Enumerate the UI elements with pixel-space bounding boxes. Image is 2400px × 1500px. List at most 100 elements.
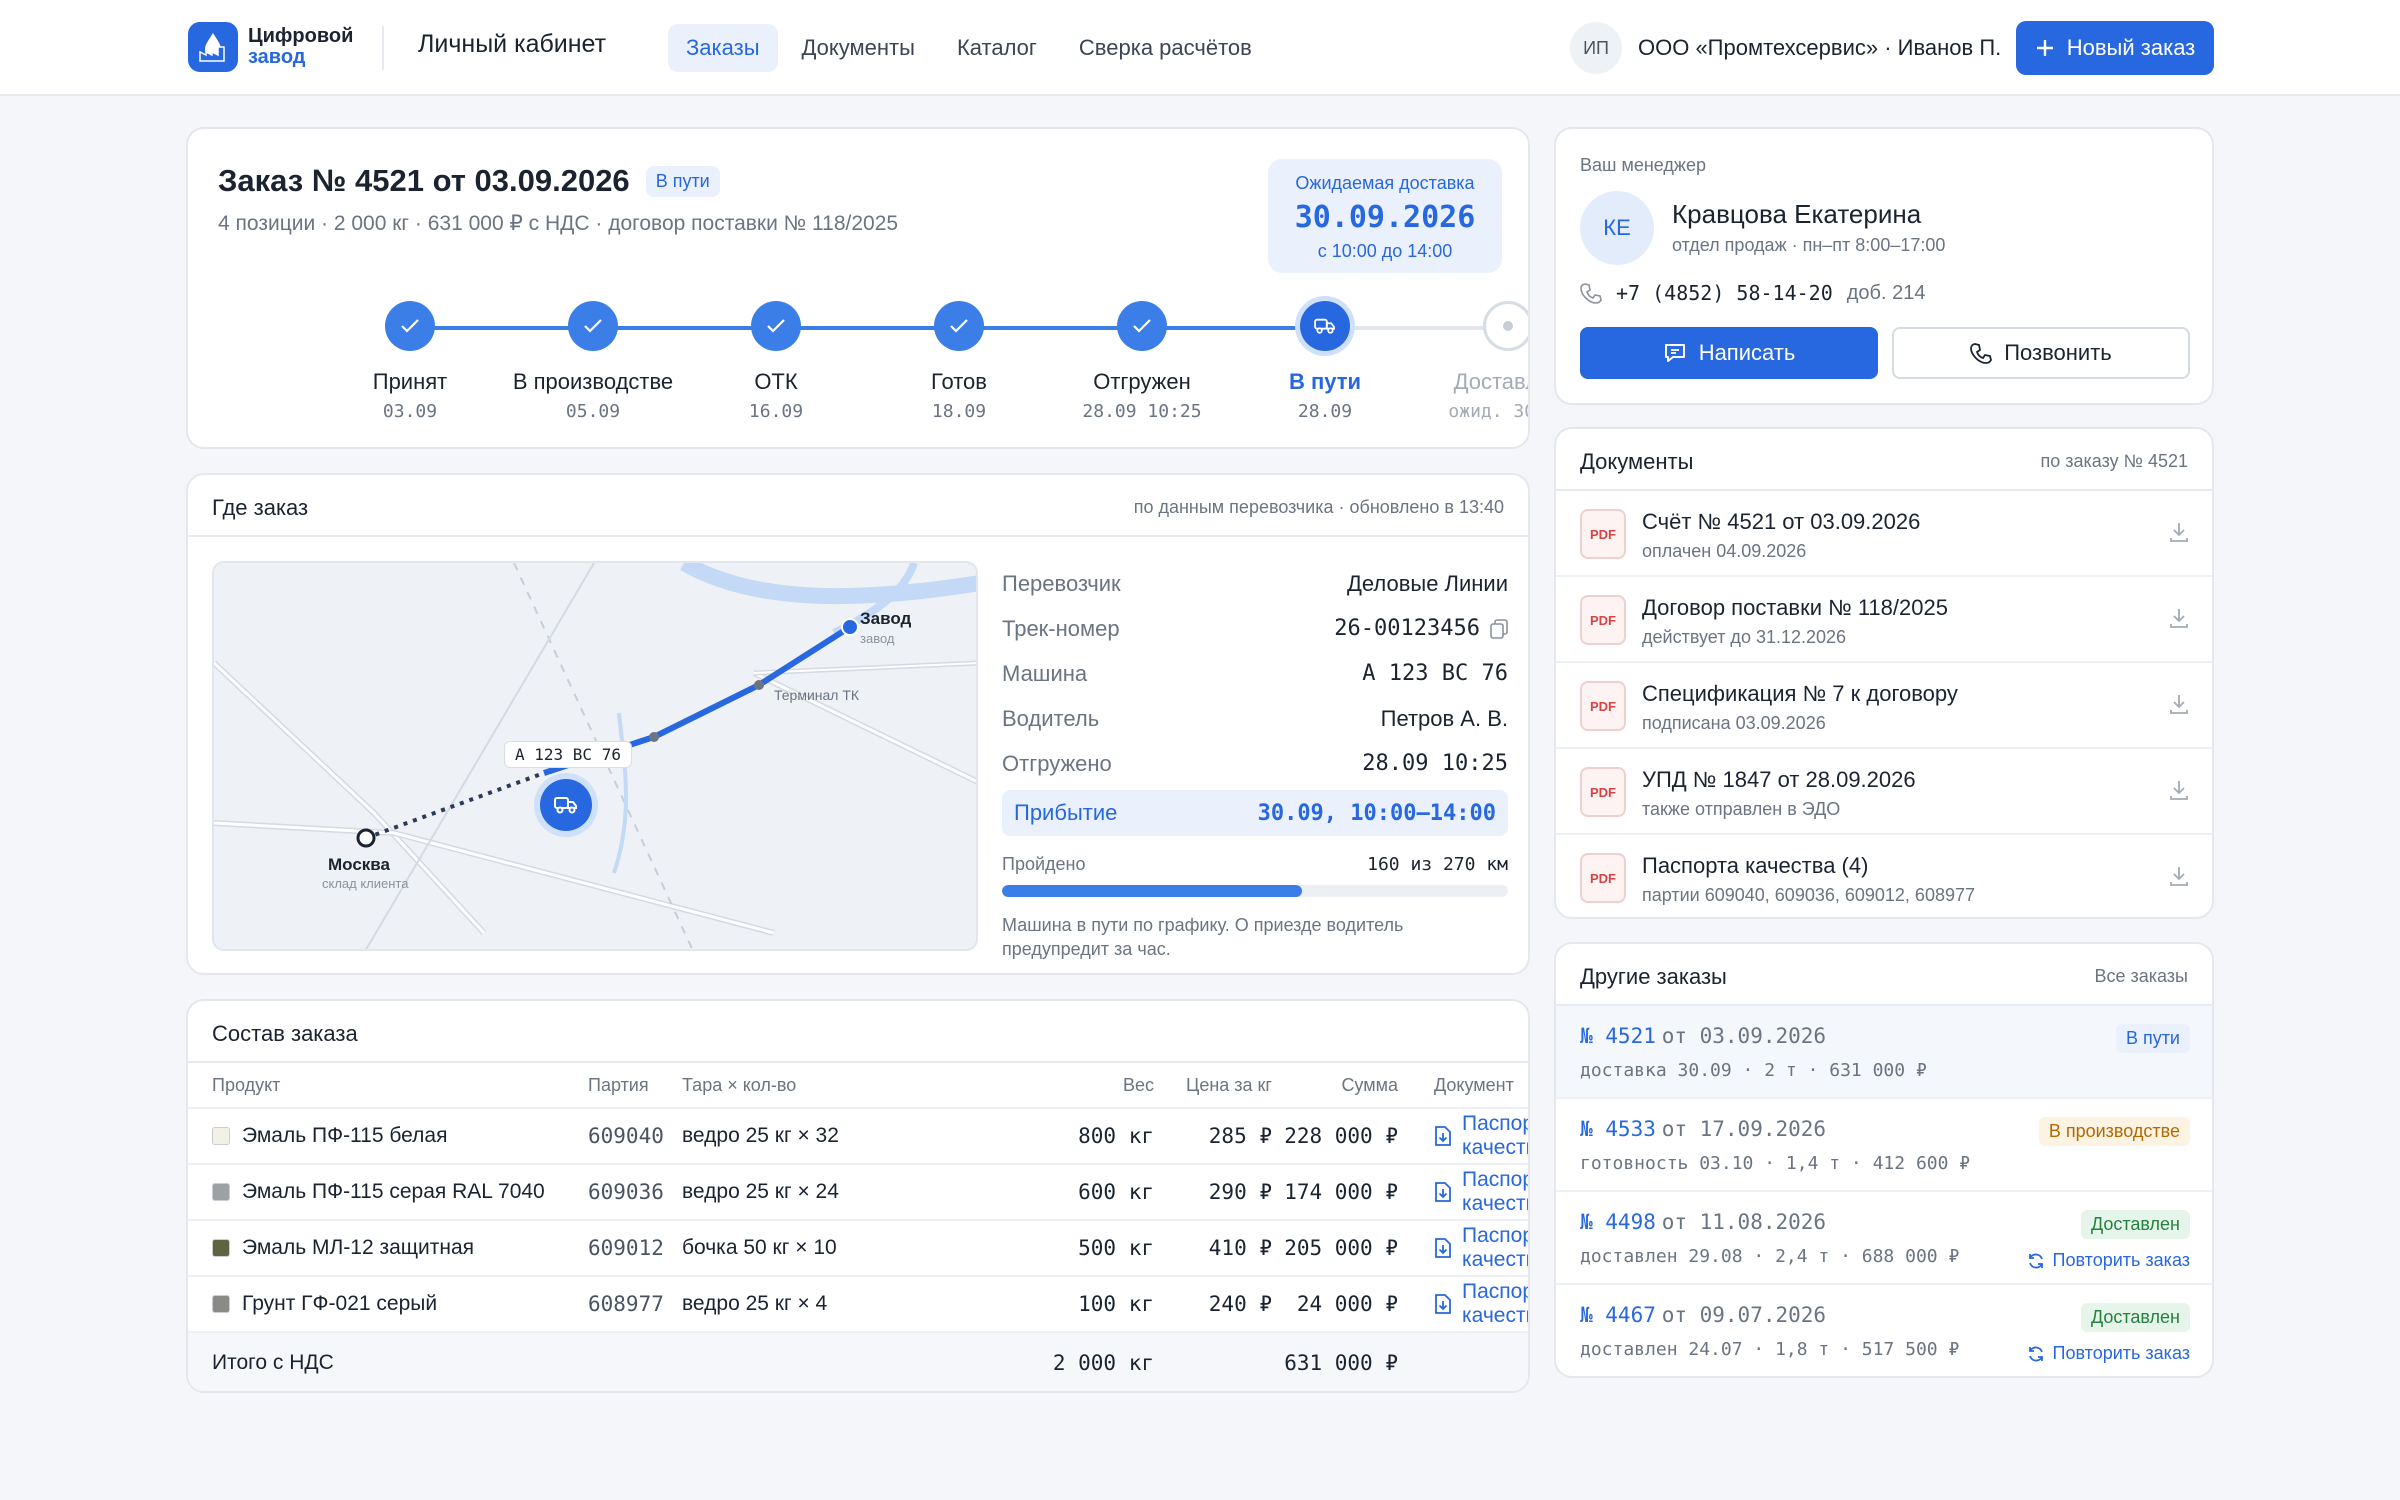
write-manager-button[interactable]: Написать xyxy=(1580,327,1878,379)
table-row: Эмаль МЛ-12 защитная 609012 бочка 50 кг × … xyxy=(188,1221,1528,1277)
check-icon xyxy=(751,301,801,351)
order-list-item[interactable]: № 4533 от 17.09.2026 готовность 03.10 · 1… xyxy=(1556,1099,2212,1192)
nav-documents[interactable]: Документы xyxy=(801,35,915,60)
truck-marker-icon[interactable] xyxy=(540,779,592,831)
tracking-updated: по данным перевозчика · обновлено в 13:4… xyxy=(1133,497,1504,517)
document-item[interactable]: PDF Спецификация № 7 к договору подписана … xyxy=(1556,663,2212,749)
batch: 608977 xyxy=(588,1292,664,1316)
quality-passport-link[interactable]: Паспорт качества PDF xyxy=(1462,1280,1528,1327)
document-cell[interactable]: Паспорт качества PDF xyxy=(1434,1109,1528,1163)
stepper-step: В производстве 05.09 xyxy=(493,299,693,422)
step-date: 28.09 10:25 xyxy=(1082,401,1202,422)
order-heading: № 4533 от 17.09.2026 xyxy=(1580,1117,1826,1142)
order-status-badge: В пути xyxy=(2115,1024,2190,1053)
nav-catalog[interactable]: Каталог xyxy=(956,35,1037,60)
document-item[interactable]: PDF Договор поставки № 118/2025 действует … xyxy=(1556,577,2212,663)
tracking-title: Где заказ xyxy=(212,495,309,520)
info-key: Перевозчик xyxy=(1002,570,1121,596)
quality-passport-link[interactable]: Паспорт качества PDF xyxy=(1462,1112,1528,1159)
pdf-file-icon: PDF xyxy=(1580,681,1626,731)
main-nav: Заказы Документы Каталог Сверка расчётов xyxy=(668,24,1276,72)
color-swatch xyxy=(212,1239,230,1257)
check-icon xyxy=(934,301,984,351)
pdf-file-icon: PDF xyxy=(1580,595,1626,645)
document-item[interactable]: PDF УПД № 1847 от 28.09.2026 также отправл… xyxy=(1556,749,2212,835)
download-icon[interactable] xyxy=(2168,607,2190,629)
document-item[interactable]: PDF Счёт № 4521 от 03.09.2026 оплачен 04.0… xyxy=(1556,491,2212,577)
total-label-cell: Итого с НДС xyxy=(212,1333,552,1391)
download-icon[interactable] xyxy=(2168,865,2190,887)
document-cell[interactable]: Паспорт качества PDF xyxy=(1434,1221,1528,1275)
documents-header: Документы по заказу № 4521 xyxy=(1556,429,2212,491)
pdf-file-icon: PDF xyxy=(1580,853,1626,903)
nav-orders[interactable]: Заказы xyxy=(668,24,778,72)
info-row-vehicle: Машина А 123 ВС 76 xyxy=(1002,651,1508,696)
pack: ведро 25 кг × 4 xyxy=(682,1292,828,1315)
sum-cell: 174 000 ₽ xyxy=(1272,1165,1398,1219)
progress-label: Пройдено xyxy=(1002,854,1086,874)
step-date: 03.09 xyxy=(382,401,438,422)
logo[interactable]: Цифровой завод xyxy=(188,22,353,72)
total-weight: 2 000 кг xyxy=(1052,1351,1154,1375)
info-value: 28.09 10:25 xyxy=(1362,751,1508,776)
call-manager-button[interactable]: Позвонить xyxy=(1892,327,2190,379)
order-number[interactable]: № 4467 xyxy=(1580,1303,1656,1327)
document-status: оплачен 04.09.2026 xyxy=(1642,541,1807,561)
column-header: Тара × кол-во xyxy=(682,1074,797,1095)
nav-reconciliation[interactable]: Сверка расчётов xyxy=(1078,35,1252,60)
distance-progress-row: Пройдено 160 из 270 км xyxy=(1002,854,1508,875)
download-icon[interactable] xyxy=(2168,693,2190,715)
documents-card: Документы по заказу № 4521 PDF Счёт № 452… xyxy=(1554,427,2214,919)
order-number[interactable]: № 4533 xyxy=(1580,1117,1656,1141)
info-key: Водитель xyxy=(1002,705,1100,731)
order-number[interactable]: № 4498 xyxy=(1580,1210,1656,1234)
price: 240 ₽ xyxy=(1208,1292,1272,1316)
user-menu[interactable]: ИП ООО «Промтехсервис» · Иванов П. xyxy=(1570,22,2001,74)
order-title: Заказ № 4521 от 03.09.2026 xyxy=(218,163,630,198)
order-heading: № 4467 от 09.07.2026 xyxy=(1580,1303,1826,1328)
download-icon[interactable] xyxy=(2168,779,2190,801)
step-label: ОТК xyxy=(754,369,798,394)
weight: 600 кг xyxy=(1078,1180,1154,1204)
order-number[interactable]: № 4521 xyxy=(1580,1024,1656,1048)
manager-phone-row: +7 (4852) 58-14-20 доб. 214 xyxy=(1580,281,1925,305)
sum: 205 000 ₽ xyxy=(1284,1236,1398,1260)
items-table-header: Продукт Партия Тара × кол-во Вес Цена за кг С… xyxy=(188,1063,1528,1109)
document-cell[interactable]: Паспорт качества PDF xyxy=(1434,1165,1528,1219)
order-date: от 03.09.2026 xyxy=(1661,1024,1827,1048)
manager-phone[interactable]: +7 (4852) 58-14-20 xyxy=(1616,281,1833,305)
track-number-link[interactable]: 26-00123456 xyxy=(1334,616,1480,641)
download-doc-icon xyxy=(1434,1125,1452,1147)
quality-passport-link[interactable]: Паспорт качества PDF xyxy=(1462,1168,1528,1215)
cabinet-title: Личный кабинет xyxy=(418,30,607,58)
batch-cell: 609036 xyxy=(588,1165,688,1219)
repeat-order-button[interactable]: Повторить заказ xyxy=(2027,1250,2190,1271)
manager-label: Ваш менеджер xyxy=(1580,155,1706,175)
new-order-button[interactable]: Новый заказ xyxy=(2016,21,2214,75)
sum: 174 000 ₽ xyxy=(1284,1180,1398,1204)
document-item[interactable]: PDF Паспорта качества (4) партии 609040, 6… xyxy=(1556,835,2212,917)
weight-cell: 100 кг xyxy=(988,1277,1154,1331)
repeat-order-button[interactable]: Повторить заказ xyxy=(2027,1343,2190,1364)
distance-progress-fill xyxy=(1002,885,1302,897)
pack: ведро 25 кг × 24 xyxy=(682,1180,839,1203)
step-date: ожид. 30.09 xyxy=(1448,401,1528,422)
pdf-file-icon: PDF xyxy=(1580,509,1626,559)
logo-line1: Цифровой xyxy=(248,25,354,47)
order-details: доставлен 29.08 · 2,4 т · 688 000 ₽ xyxy=(1580,1246,1960,1267)
step-label: Отгружен xyxy=(1093,369,1191,394)
download-icon[interactable] xyxy=(2168,521,2190,543)
product-name: Эмаль ПФ-115 серая RAL 7040 xyxy=(242,1180,545,1203)
step-label: Принят xyxy=(372,369,448,394)
pdf-file-icon: PDF xyxy=(1580,767,1626,817)
document-cell[interactable]: Паспорт качества PDF xyxy=(1434,1277,1528,1331)
order-list-item[interactable]: № 4498 от 11.08.2026 доставлен 29.08 · 2,… xyxy=(1556,1192,2212,1285)
order-heading: № 4498 от 11.08.2026 xyxy=(1580,1210,1826,1235)
quality-passport-link[interactable]: Паспорт качества PDF xyxy=(1462,1224,1528,1271)
route-map[interactable]: Завод завод Терминал ТК А 123 ВС 76 Моск… xyxy=(212,561,978,951)
all-orders-link[interactable]: Все заказы xyxy=(2094,966,2188,986)
order-list-item[interactable]: № 4467 от 09.07.2026 доставлен 24.07 · 1,… xyxy=(1556,1285,2212,1376)
order-list-item[interactable]: № 4521 от 03.09.2026 доставка 30.09 · 2 т… xyxy=(1556,1006,2212,1099)
copy-icon[interactable] xyxy=(1490,618,1508,639)
pack-cell: ведро 25 кг × 32 xyxy=(682,1109,862,1163)
